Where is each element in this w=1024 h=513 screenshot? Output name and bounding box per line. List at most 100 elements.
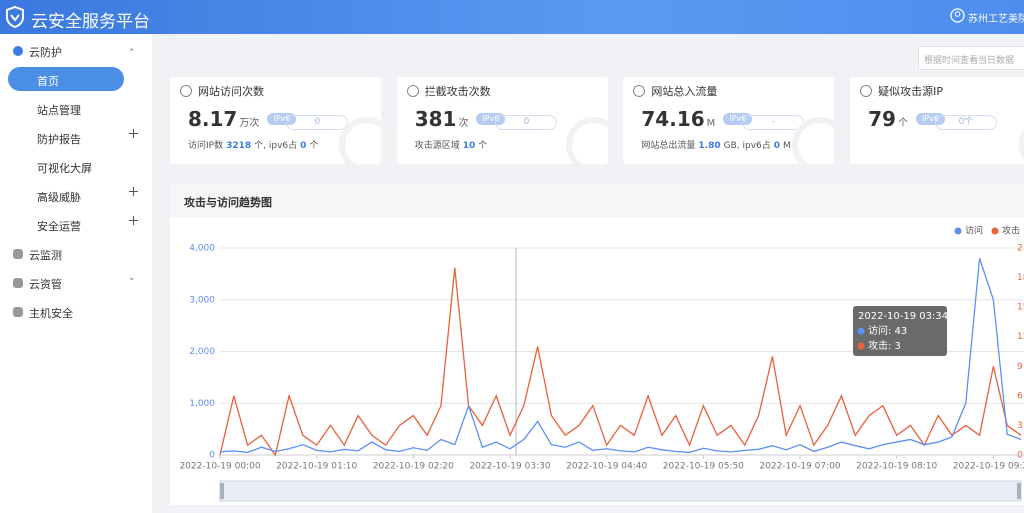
detail-text: 网站总出流量 xyxy=(641,141,696,151)
stat-card: 网站总入流量 74.16 M IPv6- 网站总出流量 1.80 GB, ipv6占 0 M xyxy=(623,77,849,173)
legend-label: 攻击 xyxy=(1002,225,1020,237)
x-tick-label: 2022-10-19 00:00 xyxy=(179,462,260,472)
menu-item[interactable]: 安全运营 xyxy=(37,220,81,233)
card-title: 拦截攻击次数 xyxy=(424,85,491,98)
card-detail: 访问IP数 3218 个, ipv6占 0 个 xyxy=(188,138,318,151)
detail-text: 1.80 xyxy=(698,141,721,151)
detail-text: 个, ipv6占 xyxy=(254,141,298,151)
tooltip: 2022-10-19 03:34 访问: 43 攻击: 3 xyxy=(853,306,948,356)
y2-tick-label: 15 xyxy=(1017,303,1024,313)
card-value: 74.16 M xyxy=(641,107,716,131)
y-tick-label: 1,000 xyxy=(189,399,215,409)
trend-chart: 01,0002,0003,0004,0000369121518212022-10… xyxy=(179,225,1024,502)
card-title: 网站访问次数 xyxy=(198,85,264,98)
zoom-slider xyxy=(219,480,1022,502)
logo xyxy=(6,6,24,28)
ipv6-toggle[interactable]: 0 xyxy=(495,115,558,130)
card-unit: 万次 xyxy=(239,118,260,129)
tooltip-line: 攻击: 3 xyxy=(868,339,901,352)
menu-item[interactable]: 可视化大屏 xyxy=(37,162,92,175)
menu-item[interactable]: 站点管理 xyxy=(37,104,81,117)
card-detail: 网站总出流量 1.80 GB, ipv6占 0 M xyxy=(641,138,790,151)
card-value: 79 个 xyxy=(868,107,908,131)
card-icon xyxy=(860,85,873,97)
detail-text: 0 xyxy=(300,141,307,151)
card-unit: 次 xyxy=(458,118,469,129)
menu-group[interactable]: 云监测 xyxy=(29,249,62,262)
detail-text: 10 xyxy=(462,141,476,151)
card-detail: 攻击源区域 10 个 xyxy=(415,138,488,151)
tooltip-line: 访问: 43 xyxy=(868,324,907,337)
menu-item[interactable]: 首页 xyxy=(37,75,59,88)
zoom-handle[interactable] xyxy=(220,483,224,499)
y2-tick-label: 3 xyxy=(1017,421,1023,431)
menu-item[interactable]: 防护报告 xyxy=(37,133,81,146)
expand-chevron[interactable]: ⌄ xyxy=(128,273,136,283)
menu-group[interactable]: 云防护 xyxy=(29,46,62,59)
menu-icon xyxy=(13,307,23,317)
stat-card: 拦截攻击次数 381 次 IPv6 0 攻击源区域 10 个 xyxy=(396,77,622,173)
card-watermark xyxy=(339,117,395,173)
date-search[interactable]: 根据时间查看当日数据 xyxy=(918,46,1024,70)
menu-group[interactable]: 云资管 xyxy=(29,278,62,291)
x-tick-label: 2022-10-19 04:40 xyxy=(566,462,647,472)
app-title: 云安全服务平台 xyxy=(31,12,150,32)
ipv6-toggle[interactable]: - xyxy=(742,115,805,130)
card-icon xyxy=(406,85,419,97)
card-value: 381 次 xyxy=(414,107,469,131)
detail-text: GB, ipv6占 xyxy=(723,141,771,151)
menu-icon xyxy=(13,46,23,56)
card-icon xyxy=(180,85,192,97)
x-tick-label: 2022-10-19 02:20 xyxy=(373,462,454,472)
legend-dot xyxy=(954,227,962,235)
series-line xyxy=(219,258,1022,454)
y2-tick-label: 9 xyxy=(1017,362,1023,372)
menu-item[interactable]: 高级威胁 xyxy=(37,191,81,204)
active-highlight xyxy=(8,67,124,91)
stat-card: 疑似攻击源IP 79 个 IPv6 0个 xyxy=(850,77,1024,173)
card-watermark xyxy=(792,117,849,173)
x-tick-label: 2022-10-19 08:10 xyxy=(856,462,937,472)
detail-text: 访问IP数 xyxy=(188,141,224,151)
user-name[interactable]: 苏州工艺美院- xyxy=(968,14,1024,25)
collapse-icon[interactable]: ⌃ xyxy=(128,48,136,58)
y-tick-label: 4,000 xyxy=(189,244,215,254)
y2-tick-label: 12 xyxy=(1017,332,1024,342)
card-unit: M xyxy=(706,118,716,129)
y-tick-label: 3,000 xyxy=(189,295,215,305)
card-icon xyxy=(633,85,646,97)
ipv6-toggle[interactable]: 0个 xyxy=(934,115,997,130)
x-tick-label: 2022-10-19 09:20 xyxy=(953,462,1024,472)
user-icon[interactable] xyxy=(950,8,965,23)
y2-tick-label: 18 xyxy=(1017,273,1024,283)
tooltip-dot xyxy=(857,342,865,350)
search-placeholder: 根据时间查看当日数据 xyxy=(924,56,1015,66)
card-watermark xyxy=(1019,117,1024,173)
card-value: 8.17 万次 xyxy=(188,107,260,131)
expand-icon[interactable] xyxy=(129,187,138,196)
series-line xyxy=(219,267,1022,457)
tooltip-title: 2022-10-19 03:34 xyxy=(858,311,948,322)
x-tick-label: 2022-10-19 01:10 xyxy=(276,462,357,472)
legend-label: 访问 xyxy=(965,225,983,237)
detail-text: 攻击源区域 xyxy=(414,141,460,151)
stat-card: 网站访问次数 8.17 万次 IPv6 0 访问IP数 3218 个, ipv6占 0 个 xyxy=(170,77,395,173)
y2-tick-label: 6 xyxy=(1017,391,1023,401)
legend-dot xyxy=(991,227,999,235)
card-title: 疑似攻击源IP xyxy=(878,85,943,98)
tooltip-dot xyxy=(857,327,865,335)
y-tick-label: 2,000 xyxy=(189,347,215,357)
card-watermark xyxy=(565,117,622,173)
detail-text: 3218 xyxy=(226,141,252,151)
y2-tick-label: 21 xyxy=(1017,244,1024,254)
ipv6-toggle[interactable]: 0 xyxy=(286,115,349,130)
expand-icon[interactable] xyxy=(129,216,138,225)
x-tick-label: 2022-10-19 05:50 xyxy=(663,462,744,472)
menu-group[interactable]: 主机安全 xyxy=(29,307,73,320)
expand-icon[interactable] xyxy=(129,129,138,138)
detail-text: 个 xyxy=(478,141,488,151)
x-tick-label: 2022-10-19 07:00 xyxy=(759,462,840,472)
zoom-handle[interactable] xyxy=(1017,483,1021,499)
chart-title: 攻击与访问趋势图 xyxy=(184,196,272,209)
